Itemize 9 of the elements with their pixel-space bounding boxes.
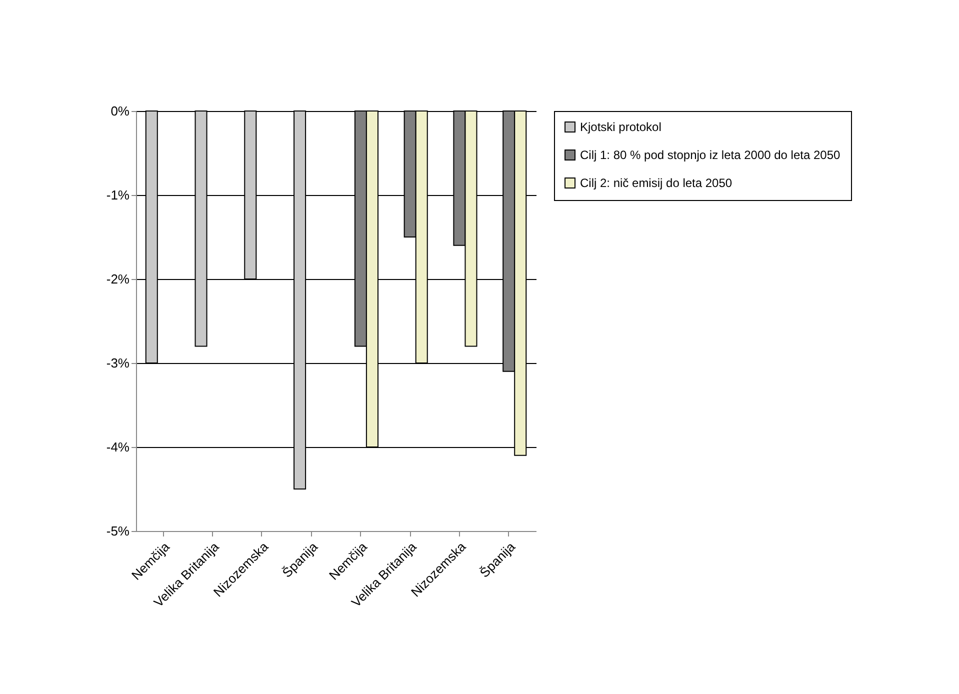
- y-tick-label: -4%: [106, 440, 130, 454]
- legend-label: Kjotski protokol: [580, 120, 662, 134]
- y-tick-label: -5%: [106, 524, 130, 538]
- y-tick-label: -3%: [106, 356, 130, 370]
- legend-label: Cilj 2: nič emisij do leta 2050: [580, 176, 732, 190]
- y-tick-label: -2%: [106, 272, 130, 286]
- y-tick-label: -1%: [106, 188, 130, 202]
- y-tick-label: 0%: [110, 104, 130, 118]
- legend-label: Cilj 1: 80 % pod stopnjo iz leta 2000 do leta 2050: [580, 148, 841, 162]
